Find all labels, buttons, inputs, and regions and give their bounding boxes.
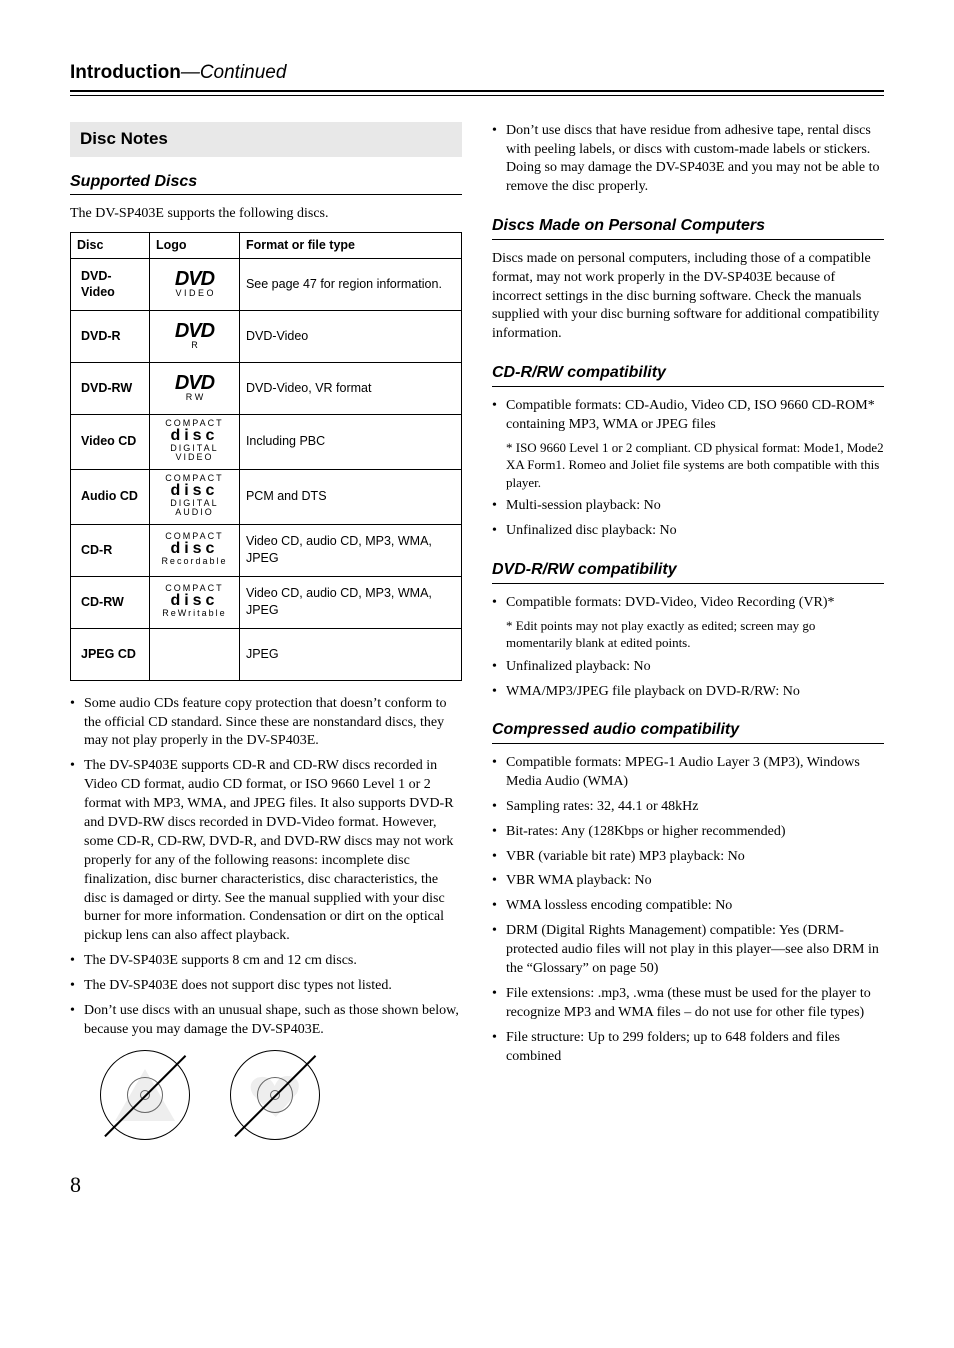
col-format: Format or file type <box>239 233 461 259</box>
dvdrrw-list: Compatible formats: DVD-Video, Video Rec… <box>492 594 884 702</box>
dvd-video-logo: DVDV I D E O <box>175 269 214 298</box>
list-item: Don’t use discs that have residue from a… <box>492 122 884 198</box>
page-header: Introduction—Continued <box>70 60 884 92</box>
dvdrrw-heading: DVD-R/RW compatibility <box>492 559 884 584</box>
table-row: Video CD COMPACTdiscDIGITAL VIDEO Includ… <box>71 414 462 469</box>
personal-computers-text: Discs made on personal computers, includ… <box>492 250 884 344</box>
list-item: Compatible formats: CD-Audio, Video CD, … <box>492 397 884 491</box>
cdrrw-footnote: * ISO 9660 Level 1 or 2 compliant. CD ph… <box>506 439 884 492</box>
disc-notes-heading: Disc Notes <box>70 122 462 157</box>
no-triangle-disc-icon <box>100 1050 190 1140</box>
dvd-rw-logo: DVDR W <box>175 373 214 402</box>
right-column: Don’t use discs that have residue from a… <box>492 122 884 1140</box>
list-item: DRM (Digital Rights Management) compatib… <box>492 922 884 979</box>
table-row: CD-RW COMPACTdiscReWritable Video CD, au… <box>71 576 462 628</box>
list-item: Unfinalized playback: No <box>492 658 884 677</box>
list-item: VBR (variable bit rate) MP3 playback: No <box>492 848 884 867</box>
table-row: DVD-R DVDR DVD-Video <box>71 310 462 362</box>
audio-cd-logo: COMPACTdiscDIGITAL AUDIO <box>156 474 233 517</box>
no-heart-disc-icon <box>230 1050 320 1140</box>
table-row: DVD-RW DVDR W DVD-Video, VR format <box>71 362 462 414</box>
list-item: Unfinalized disc playback: No <box>492 522 884 541</box>
header-rule <box>70 94 884 96</box>
cdrrw-heading: CD-R/RW compatibility <box>492 362 884 387</box>
list-item: Multi-session playback: No <box>492 497 884 516</box>
header-title: Introduction <box>70 62 181 83</box>
list-item: VBR WMA playback: No <box>492 872 884 891</box>
vcd-logo: COMPACTdiscDIGITAL VIDEO <box>156 419 233 462</box>
discs-table: Disc Logo Format or file type DVD-Video … <box>70 232 462 681</box>
list-item: The DV-SP403E supports 8 cm and 12 cm di… <box>70 952 462 971</box>
cdrrw-list: Compatible formats: CD-Audio, Video CD, … <box>492 397 884 541</box>
list-item: Compatible formats: DVD-Video, Video Rec… <box>492 594 884 652</box>
supported-discs-heading: Supported Discs <box>70 171 462 196</box>
list-item: Sampling rates: 32, 44.1 or 48kHz <box>492 798 884 817</box>
table-row: JPEG CD JPEG <box>71 628 462 680</box>
list-item: WMA/MP3/JPEG file playback on DVD-R/RW: … <box>492 683 884 702</box>
left-column: Disc Notes Supported Discs The DV-SP403E… <box>70 122 462 1140</box>
col-disc: Disc <box>71 233 150 259</box>
list-item: File structure: Up to 299 folders; up to… <box>492 1029 884 1067</box>
right-top-bullet: Don’t use discs that have residue from a… <box>492 122 884 198</box>
cd-r-logo: COMPACTdiscRecordable <box>161 532 227 566</box>
personal-computers-heading: Discs Made on Personal Computers <box>492 215 884 240</box>
header-subtitle: —Continued <box>181 62 287 83</box>
prohibited-shapes <box>70 1050 462 1140</box>
list-item: Bit-rates: Any (128Kbps or higher recomm… <box>492 823 884 842</box>
list-item: The DV-SP403E supports CD-R and CD-RW di… <box>70 757 462 946</box>
dvd-r-logo: DVDR <box>175 321 214 350</box>
list-item: File extensions: .mp3, .wma (these must … <box>492 985 884 1023</box>
table-row: CD-R COMPACTdiscRecordable Video CD, aud… <box>71 524 462 576</box>
compressed-list: Compatible formats: MPEG-1 Audio Layer 3… <box>492 754 884 1066</box>
list-item: WMA lossless encoding compatible: No <box>492 897 884 916</box>
list-item: The DV-SP403E does not support disc type… <box>70 977 462 996</box>
list-item: Some audio CDs feature copy protection t… <box>70 695 462 752</box>
page-number: 8 <box>70 1170 884 1200</box>
compressed-heading: Compressed audio compatibility <box>492 719 884 744</box>
table-row: Audio CD COMPACTdiscDIGITAL AUDIO PCM an… <box>71 469 462 524</box>
cd-rw-logo: COMPACTdiscReWritable <box>162 584 226 618</box>
left-bullets: Some audio CDs feature copy protection t… <box>70 695 462 1040</box>
table-row: DVD-Video DVDV I D E O See page 47 for r… <box>71 258 462 310</box>
supported-intro: The DV-SP403E supports the following dis… <box>70 205 462 224</box>
list-item: Compatible formats: MPEG-1 Audio Layer 3… <box>492 754 884 792</box>
list-item: Don’t use discs with an unusual shape, s… <box>70 1002 462 1040</box>
col-logo: Logo <box>149 233 239 259</box>
dvdrrw-footnote: * Edit points may not play exactly as ed… <box>506 617 884 652</box>
